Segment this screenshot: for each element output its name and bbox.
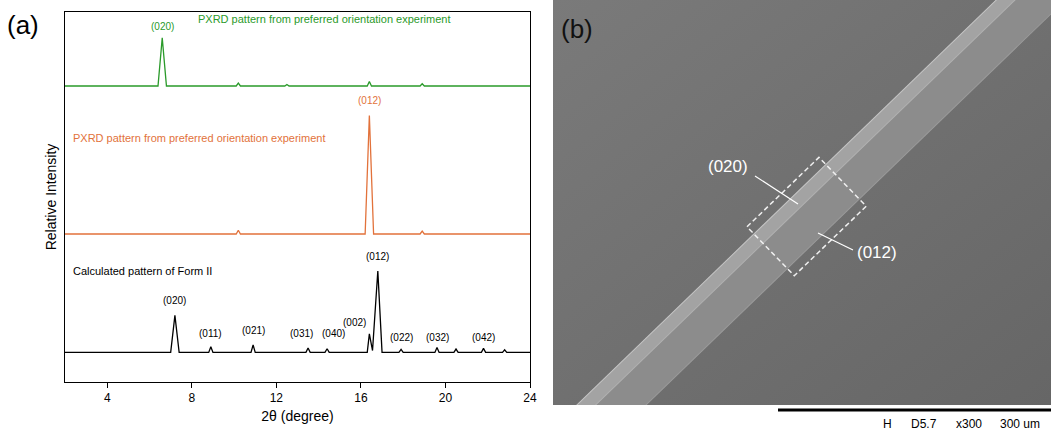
svg-text:300 um: 300 um — [1000, 417, 1040, 431]
svg-text:2θ (degree): 2θ (degree) — [261, 408, 333, 424]
svg-text:(021): (021) — [242, 325, 265, 336]
svg-text:(012): (012) — [366, 251, 389, 262]
svg-text:(042): (042) — [472, 332, 495, 343]
svg-text:(040): (040) — [322, 328, 345, 339]
svg-text:D5.7: D5.7 — [911, 417, 937, 431]
svg-text:PXRD pattern from preferred or: PXRD pattern from preferred orientation … — [198, 13, 451, 25]
svg-text:H: H — [883, 417, 892, 431]
svg-text:(012): (012) — [857, 243, 897, 262]
svg-text:4: 4 — [104, 391, 111, 405]
svg-text:(020): (020) — [151, 21, 174, 32]
svg-text:(002): (002) — [343, 317, 366, 328]
svg-text:(a): (a) — [7, 10, 39, 40]
svg-text:(022): (022) — [390, 332, 413, 343]
svg-text:(012): (012) — [358, 95, 381, 106]
svg-text:12: 12 — [270, 391, 284, 405]
svg-text:Relative Intensity: Relative Intensity — [43, 144, 59, 251]
svg-text:Calculated pattern of Form II: Calculated pattern of Form II — [73, 265, 212, 277]
svg-text:8: 8 — [188, 391, 195, 405]
svg-text:20: 20 — [439, 391, 453, 405]
svg-text:(031): (031) — [290, 328, 313, 339]
svg-text:(032): (032) — [426, 332, 449, 343]
svg-text:x300: x300 — [956, 417, 982, 431]
svg-text:(011): (011) — [199, 328, 222, 339]
svg-text:PXRD pattern from preferred or: PXRD pattern from preferred orientation … — [73, 132, 326, 144]
svg-text:(020): (020) — [163, 295, 186, 306]
svg-text:16: 16 — [354, 391, 368, 405]
svg-text:(020): (020) — [708, 157, 748, 176]
svg-text:(b): (b) — [561, 14, 593, 44]
svg-text:24: 24 — [523, 391, 537, 405]
